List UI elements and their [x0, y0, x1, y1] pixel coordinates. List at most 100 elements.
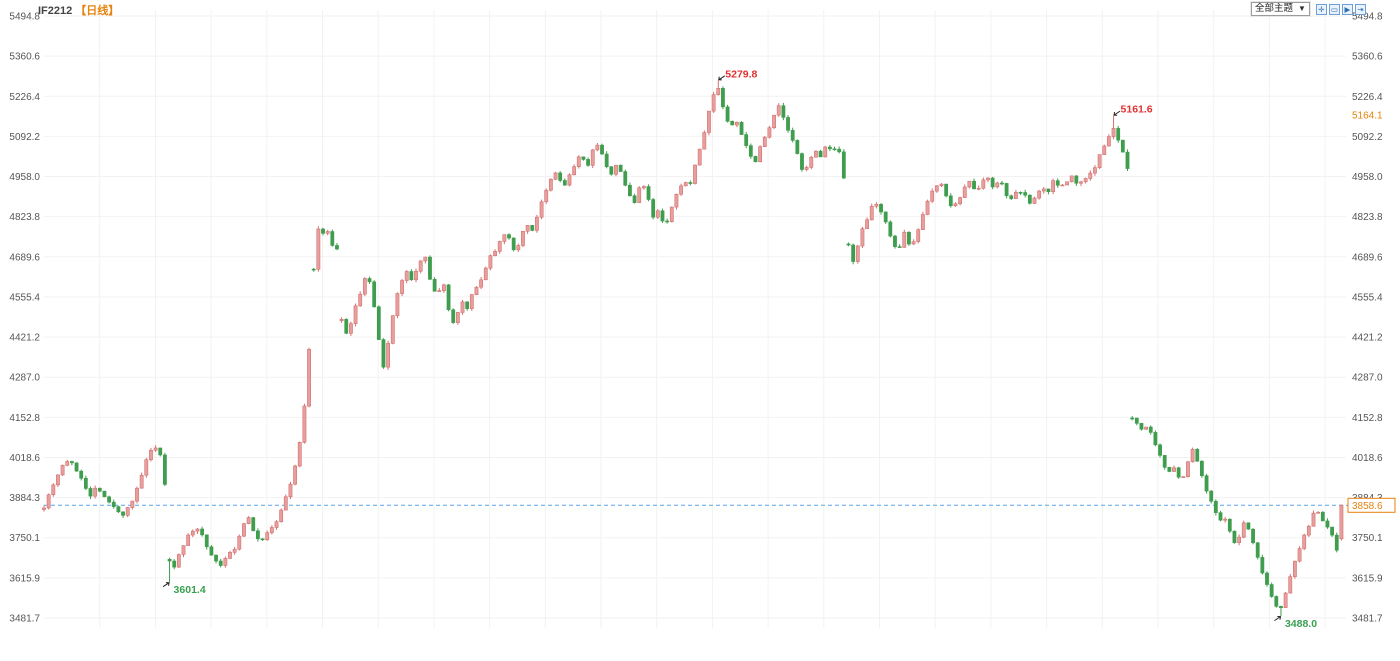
candle-body-up — [711, 94, 716, 112]
candle-body-up — [297, 442, 302, 467]
candle-body-up — [655, 210, 660, 218]
candle-body-down — [335, 245, 339, 250]
candle-body-down — [381, 339, 386, 368]
candle-body-up — [181, 545, 186, 555]
zoom-in-icon[interactable]: ▶ — [1341, 3, 1353, 15]
candle-body-down — [1227, 518, 1232, 532]
candle-body-up — [349, 323, 353, 334]
candle-body-up — [460, 301, 465, 313]
candle-body-up — [130, 500, 135, 508]
candle-body-down — [1000, 182, 1004, 185]
candle-body-down — [1320, 511, 1325, 522]
candle-body-down — [158, 447, 163, 456]
candle-body-down — [837, 148, 842, 153]
candle-body-up — [641, 186, 646, 189]
candle-body-up — [139, 474, 144, 489]
candle-body-up — [190, 530, 195, 536]
y-axis-label-right: 5494.8 — [1352, 12, 1383, 23]
candle-body-up — [483, 267, 488, 281]
y-axis-label-right: 5360.6 — [1352, 52, 1383, 63]
candle-body-up — [595, 144, 600, 151]
theme-dropdown-label: 全部主题 — [1255, 3, 1294, 14]
y-axis-label-left: 4287.0 — [9, 373, 40, 384]
candle-body-up — [65, 461, 70, 466]
candle-body-up — [734, 121, 739, 126]
toolbar-icon-group: ✛ ▭ ▶ ⇥ — [1314, 3, 1366, 15]
candle-body-up — [307, 349, 311, 407]
candle-body-down — [446, 284, 451, 311]
candle-body-up — [590, 149, 595, 166]
candle-body-down — [948, 195, 953, 207]
candle-body-up — [1069, 175, 1074, 183]
candle-body-up — [1097, 154, 1102, 168]
y-axis-label-right: 4958.0 — [1352, 172, 1383, 183]
candle-body-up — [1283, 592, 1288, 608]
candle-body-down — [739, 121, 744, 135]
high-price-annotation: 5161.6 — [1121, 104, 1153, 116]
candle-body-up — [967, 180, 972, 188]
candle-body-up — [1190, 448, 1195, 463]
candle-body-up — [986, 177, 990, 181]
y-axis-label-right: 4689.6 — [1352, 252, 1383, 263]
candle-body-down — [897, 246, 902, 248]
y-axis-label-left: 5494.8 — [9, 12, 40, 23]
candle-body-down — [367, 278, 372, 283]
candle-body-up — [809, 156, 814, 168]
candle-body-down — [1218, 512, 1223, 521]
y-axis-label-left: 4018.6 — [9, 453, 40, 464]
zoom-out-icon[interactable]: ▭ — [1328, 3, 1340, 15]
candle-body-down — [632, 195, 637, 203]
candle-body-down — [204, 534, 209, 548]
candle-body-down — [990, 177, 995, 188]
pan-icon[interactable]: ✛ — [1315, 3, 1327, 15]
go-end-icon[interactable]: ⇥ — [1354, 3, 1366, 15]
candle-body-down — [1023, 192, 1028, 196]
candle-body-down — [818, 150, 823, 158]
extreme-marker-arrow-icon — [162, 582, 170, 588]
candle-body-down — [79, 470, 84, 479]
candle-body-up — [697, 148, 702, 166]
candle-body-up — [302, 405, 307, 443]
candle-body-down — [344, 318, 349, 334]
y-axis-label-left: 4958.0 — [9, 172, 40, 183]
candle-body-down — [1246, 522, 1251, 530]
candle-body-up — [423, 256, 428, 262]
candle-body-down — [1055, 180, 1060, 186]
candle-body-up — [404, 271, 409, 281]
candle-body-down — [428, 256, 432, 280]
candle-body-up — [474, 286, 479, 295]
candle-body-up — [362, 278, 367, 295]
candle-body-up — [976, 187, 981, 190]
candle-body-up — [567, 174, 572, 186]
candle-body-up — [920, 214, 925, 230]
candle-body-down — [1251, 528, 1255, 544]
candle-body-down — [432, 278, 437, 292]
candle-body-up — [149, 449, 153, 461]
candle-body-up — [865, 219, 869, 229]
candle-body-down — [944, 183, 949, 197]
candle-body-down — [800, 153, 804, 170]
candle-body-down — [409, 271, 414, 281]
candle-body-up — [925, 200, 930, 215]
y-axis-label-right: 4555.4 — [1352, 292, 1383, 303]
candle-body-down — [172, 560, 177, 568]
candle-body-up — [488, 255, 493, 269]
candle-body-down — [1255, 542, 1260, 558]
candle-body-up — [469, 294, 474, 309]
candle-body-up — [637, 187, 642, 203]
candle-body-up — [953, 203, 958, 207]
candle-body-up — [1106, 136, 1111, 147]
theme-dropdown[interactable]: 全部主题 ▼ — [1251, 2, 1310, 16]
candle-body-down — [1199, 460, 1204, 476]
candle-body-up — [939, 183, 944, 187]
candle-body-up — [716, 88, 721, 95]
candle-body-up — [1172, 467, 1176, 472]
candle-body-down — [660, 210, 665, 222]
candle-body-down — [1209, 490, 1214, 502]
candle-body-down — [581, 156, 586, 160]
chart-header: IF2212 【日线】 — [38, 2, 119, 18]
candle-body-down — [260, 538, 265, 541]
candle-body-down — [1274, 596, 1279, 607]
y-axis-label-left: 4555.4 — [9, 292, 40, 303]
